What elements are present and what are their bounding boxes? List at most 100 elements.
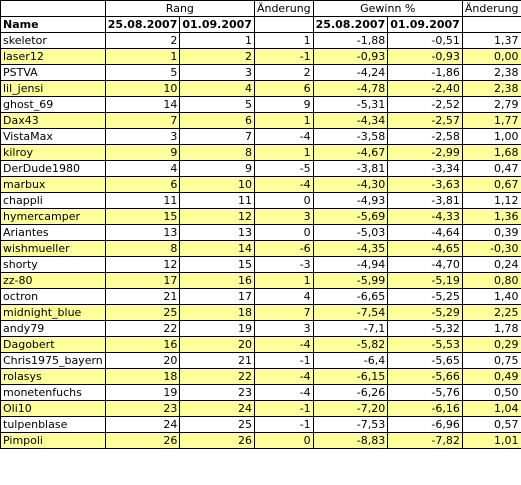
cell-rang-prev: 9 [104,144,181,161]
cell-gewinn-prev: -6,15 [312,368,389,385]
cell-rang-curr: 9 [179,160,255,177]
table-row: DerDude1980 4 9 -5 -3,81 -3,34 0,47 [0,160,521,177]
cell-name: chappli [0,192,106,209]
cell-gewinn-curr: -5,65 [387,352,463,369]
cell-gewinn-curr: -2,99 [387,144,463,161]
cell-gewinn-prev: -5,03 [312,224,389,241]
cell-rang-prev: 7 [104,112,181,129]
cell-gewinn-prev: -5,82 [312,336,389,353]
cell-rang-curr: 15 [179,256,255,273]
cell-name: Dagobert [0,336,106,353]
cell-name: Oli10 [0,400,106,417]
cell-gewinn-change: 2,38 [461,80,521,97]
cell-rang-prev: 13 [104,224,181,241]
cell-gewinn-curr: -5,19 [387,272,463,289]
cell-gewinn-prev: -0,93 [312,48,389,65]
cell-gewinn-change: 0,24 [461,256,521,273]
table-row: PSTVA 5 3 2 -4,24 -1,86 2,38 [0,64,521,81]
cell-gewinn-curr: -0,93 [387,48,463,65]
header-blank-aenderung [253,16,314,33]
cell-rang-curr: 19 [179,320,255,337]
cell-gewinn-change: 2,25 [461,304,521,321]
cell-gewinn-curr: -2,57 [387,112,463,129]
header-gewinn: Gewinn % [312,0,463,17]
cell-rang-prev: 22 [104,320,181,337]
table-row: shorty 12 15 -3 -4,94 -4,70 0,24 [0,256,521,273]
cell-gewinn-change: 0,75 [461,352,521,369]
table-row: Dax43 7 6 1 -4,34 -2,57 1,77 [0,112,521,129]
table-row: Chris1975_bayern 20 21 -1 -6,4 -5,65 0,75 [0,352,521,369]
table-row: wishmueller 8 14 -6 -4,35 -4,65 -0,30 [0,240,521,257]
cell-gewinn-curr: -3,81 [387,192,463,209]
cell-gewinn-prev: -4,93 [312,192,389,209]
cell-gewinn-curr: -2,58 [387,128,463,145]
table-row: marbux 6 10 -4 -4,30 -3,63 0,67 [0,176,521,193]
cell-rang-change: 0 [253,432,314,449]
cell-name: marbux [0,176,106,193]
cell-gewinn-curr: -5,76 [387,384,463,401]
cell-gewinn-prev: -6,26 [312,384,389,401]
cell-rang-prev: 20 [104,352,181,369]
cell-rang-change: -4 [253,176,314,193]
header-date-gewinn-2: 01.09.2007 [387,16,463,33]
cell-gewinn-prev: -4,78 [312,80,389,97]
cell-gewinn-change: 1,00 [461,128,521,145]
cell-gewinn-change: 2,79 [461,96,521,113]
cell-name: Dax43 [0,112,106,129]
table-row: tulpenblase 24 25 -1 -7,53 -6,96 0,57 [0,416,521,433]
cell-gewinn-prev: -3,58 [312,128,389,145]
cell-rang-curr: 17 [179,288,255,305]
cell-rang-prev: 24 [104,416,181,433]
cell-gewinn-change: 1,77 [461,112,521,129]
header-aenderung-gewinn: Änderung [461,0,521,17]
table-row: lil_jensi 10 4 6 -4,78 -2,40 2,38 [0,80,521,97]
table-row: andy79 22 19 3 -7,1 -5,32 1,78 [0,320,521,337]
cell-rang-curr: 2 [179,48,255,65]
cell-rang-change: 1 [253,144,314,161]
cell-gewinn-change: 1,04 [461,400,521,417]
cell-rang-prev: 26 [104,432,181,449]
cell-rang-change: -1 [253,400,314,417]
table-row: Pimpoli 26 26 0 -8,83 -7,82 1,01 [0,432,521,449]
cell-rang-curr: 8 [179,144,255,161]
table-row: octron 21 17 4 -6,65 -5,25 1,40 [0,288,521,305]
cell-rang-change: 1 [253,112,314,129]
cell-rang-curr: 24 [179,400,255,417]
cell-gewinn-change: 0,49 [461,368,521,385]
cell-rang-curr: 11 [179,192,255,209]
cell-name: kilroy [0,144,106,161]
cell-rang-change: -4 [253,336,314,353]
cell-gewinn-change: -0,30 [461,240,521,257]
cell-rang-change: 0 [253,224,314,241]
cell-gewinn-change: 0,39 [461,224,521,241]
cell-rang-prev: 5 [104,64,181,81]
cell-rang-prev: 6 [104,176,181,193]
table-row: kilroy 9 8 1 -4,67 -2,99 1,68 [0,144,521,161]
table-row: VistaMax 3 7 -4 -3,58 -2,58 1,00 [0,128,521,145]
cell-gewinn-curr: -5,66 [387,368,463,385]
cell-name: rolasys [0,368,106,385]
cell-gewinn-prev: -4,35 [312,240,389,257]
cell-rang-change: 1 [253,272,314,289]
cell-gewinn-curr: -2,40 [387,80,463,97]
cell-gewinn-prev: -7,20 [312,400,389,417]
table-row: skeletor 2 1 1 -1,88 -0,51 1,37 [0,32,521,49]
cell-rang-prev: 1 [104,48,181,65]
cell-name: skeletor [0,32,106,49]
header-date-rang-1: 25.08.2007 [104,16,181,33]
cell-rang-prev: 3 [104,128,181,145]
cell-gewinn-prev: -5,69 [312,208,389,225]
cell-rang-change: 6 [253,80,314,97]
cell-gewinn-curr: -6,96 [387,416,463,433]
cell-rang-prev: 14 [104,96,181,113]
cell-gewinn-change: 0,80 [461,272,521,289]
cell-rang-change: 1 [253,32,314,49]
cell-name: Ariantes [0,224,106,241]
cell-rang-prev: 4 [104,160,181,177]
ranking-table: Rang Änderung Gewinn % Änderung Name 25.… [0,0,521,449]
cell-rang-change: 9 [253,96,314,113]
cell-gewinn-prev: -7,53 [312,416,389,433]
cell-name: PSTVA [0,64,106,81]
cell-rang-change: -1 [253,416,314,433]
cell-rang-change: 3 [253,208,314,225]
